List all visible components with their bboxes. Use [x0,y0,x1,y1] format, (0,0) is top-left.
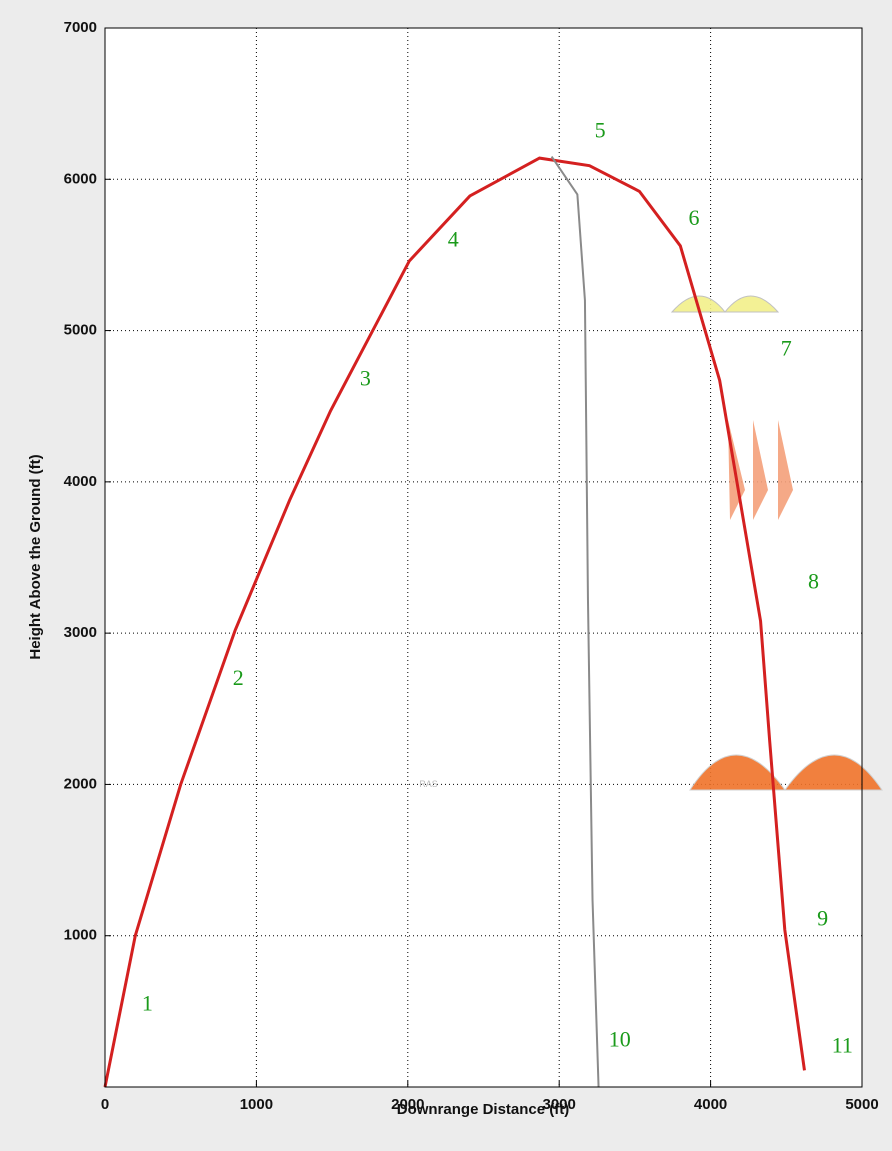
stage-label: 11 [832,1033,853,1058]
x-tick-label: 2000 [391,1096,424,1113]
y-tick-label: 1000 [64,927,97,944]
y-tick-label: 7000 [64,19,97,36]
y-tick-label: 4000 [64,473,97,490]
lines [103,156,806,1088]
stage-label: 6 [688,205,699,230]
x-tick-label: 5000 [845,1096,878,1113]
stage-label: 4 [448,226,459,251]
watermark: RAS [419,779,438,789]
trajectory-line [103,156,806,1088]
y-tick-label: 5000 [64,322,97,339]
y-tick-label: 3000 [64,624,97,641]
stage-label: 3 [360,366,371,391]
stage-label: 2 [233,665,244,690]
stage-label: 9 [817,906,828,931]
trajectory-line [550,156,600,1088]
plot-frame [104,27,863,1088]
stage-label: 1 [142,990,153,1015]
x-axis-label: Downrange Distance (ft) [397,1101,570,1118]
y-axis-label: Height Above the Ground (ft) [27,454,44,659]
stage-label: 5 [595,117,606,142]
x-tick-label: 4000 [694,1096,727,1113]
stage-label: 8 [808,568,819,593]
stage-label: 7 [781,335,792,360]
y-tick-label: 6000 [64,170,97,187]
x-tick-label: 3000 [543,1096,576,1113]
plot-area [105,28,862,1087]
y-tick-label: 2000 [64,775,97,792]
x-tick-label: 1000 [240,1096,273,1113]
x-tick-label: 0 [101,1096,109,1113]
stage-label: 10 [609,1027,631,1052]
